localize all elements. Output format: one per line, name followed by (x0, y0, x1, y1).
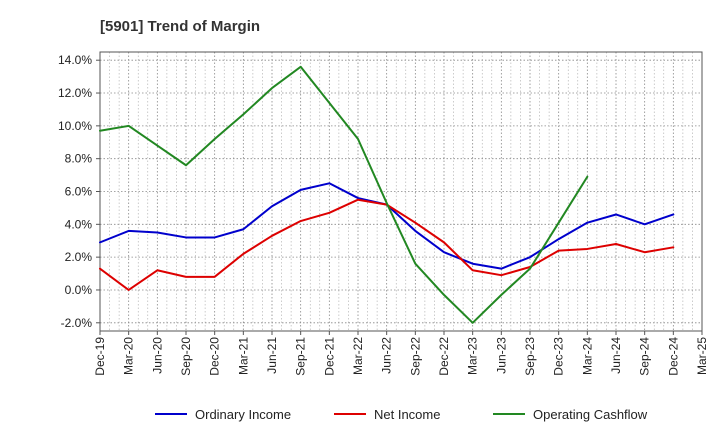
x-tick-label: Jun-21 (265, 337, 279, 374)
x-tick-label: Mar-25 (695, 337, 709, 375)
y-tick-label: 12.0% (58, 86, 92, 100)
y-tick-label: 4.0% (65, 217, 93, 231)
legend: Ordinary Income Net Income Operating Cashf… (155, 407, 648, 422)
y-tick-label: 8.0% (65, 152, 93, 166)
x-tick-label: Sep-23 (523, 337, 537, 376)
x-tick-label: Mar-20 (122, 337, 136, 375)
x-tick-label: Mar-21 (236, 337, 250, 375)
axes: -2.0% 0.0% 2.0% 4.0% 6.0% 8.0% 10.0% 12.0% 14.0%… (58, 51, 709, 376)
x-tick-label: Jun-23 (494, 337, 508, 374)
grid (100, 52, 702, 331)
x-tick-label: Dec-21 (322, 337, 336, 376)
x-tick-label: Jun-22 (380, 337, 394, 374)
legend-item-net-income: Net Income (334, 407, 440, 422)
x-tick-label: Dec-19 (93, 337, 107, 376)
series-lines (99, 65, 675, 324)
legend-label: Operating Cashflow (533, 407, 648, 422)
y-tick-label: 0.0% (65, 283, 93, 297)
x-tick-label: Dec-20 (208, 337, 222, 376)
x-tick-label: Dec-22 (437, 337, 451, 376)
series-line-operating-cashflow (99, 65, 589, 324)
y-tick-label: -2.0% (61, 316, 93, 330)
chart-title: [5901] Trend of Margin (100, 18, 260, 35)
x-tick-label: Dec-23 (552, 337, 566, 376)
legend-label: Net Income (374, 407, 440, 422)
legend-item-operating-cashflow: Operating Cashflow (493, 407, 648, 422)
x-tick-label: Sep-24 (638, 337, 652, 376)
x-tick-label: Sep-21 (294, 337, 308, 376)
legend-label: Ordinary Income (195, 407, 291, 422)
x-tick-label: Sep-20 (179, 337, 193, 376)
y-tick-label: 10.0% (58, 119, 92, 133)
y-tick-label: 14.0% (58, 53, 92, 67)
x-tick-label: Dec-24 (666, 337, 680, 376)
y-tick-label: 6.0% (65, 185, 93, 199)
x-tick-label: Mar-23 (466, 337, 480, 375)
x-tick-label: Mar-22 (351, 337, 365, 375)
legend-item-ordinary-income: Ordinary Income (155, 407, 291, 422)
x-tick-label: Mar-24 (580, 337, 594, 375)
x-tick-label: Jun-24 (609, 337, 623, 374)
x-tick-label: Sep-22 (408, 337, 422, 376)
y-tick-label: 2.0% (65, 250, 93, 264)
x-tick-label: Jun-20 (150, 337, 164, 374)
